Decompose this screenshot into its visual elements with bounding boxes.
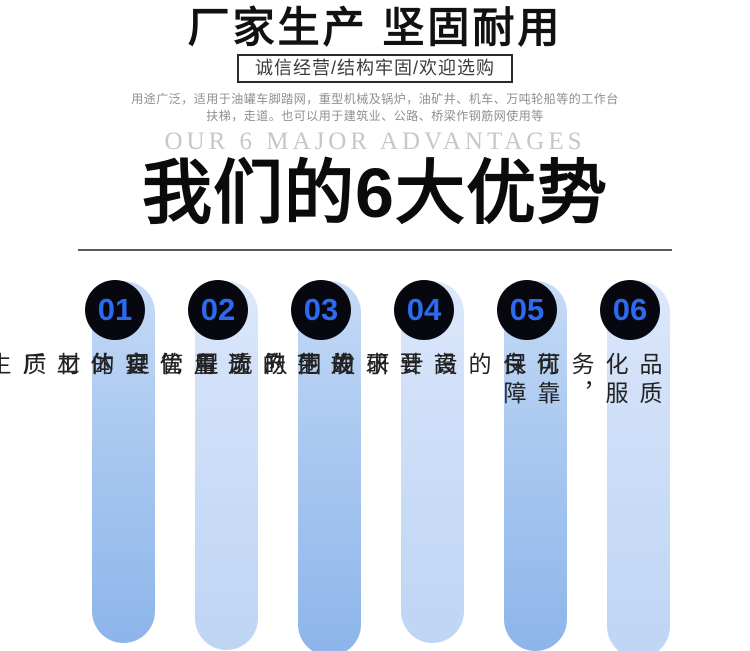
number-badge: 03 xyxy=(291,280,351,340)
description: 用途广泛，适用于油罐车脚踏网，重型机械及锅炉，油矿井、机车、万吨轮船等的工作台 … xyxy=(0,91,750,125)
advantage-pill xyxy=(607,281,670,651)
advantage-pill xyxy=(195,281,258,650)
number-badge: 02 xyxy=(188,280,248,340)
advantage-number: 02 xyxy=(200,292,236,327)
description-line-1: 用途广泛，适用于油罐车脚踏网，重型机械及锅炉，油矿井、机车、万吨轮船等的工作台 xyxy=(131,92,619,106)
advantage-pill xyxy=(504,281,567,651)
advantage-number: 04 xyxy=(406,292,442,327)
number-badge: 04 xyxy=(394,280,454,340)
advantage-pill xyxy=(298,281,361,651)
number-badge: 06 xyxy=(600,280,660,340)
description-line-2: 扶梯，走道。也可以用于建筑业、公路、桥梁作钢筋网使用等 xyxy=(206,109,544,123)
header-section: 厂家生产 坚固耐用 诚信经营/结构牢固/欢迎选购 用途广泛，适用于油罐车脚踏网，… xyxy=(0,0,750,251)
watermark-text: OUR 6 MAJOR ADVANTAGES xyxy=(164,128,586,155)
section-title: 我们的6大优势 xyxy=(142,154,608,232)
advantage-pill xyxy=(401,281,464,643)
divider-line xyxy=(78,249,672,251)
subtitle-box: 诚信经营/结构牢固/欢迎选购 xyxy=(236,54,513,83)
number-badge: 05 xyxy=(497,280,557,340)
advantages-section: 01 实体工厂生产 02 选用优良的材质 03 规范的质量管理 04 高要求的生… xyxy=(0,251,750,651)
advantage-number: 03 xyxy=(303,292,339,327)
number-badge: 01 xyxy=(85,280,145,340)
advantage-number: 05 xyxy=(509,292,545,327)
advantage-number: 06 xyxy=(612,292,648,327)
advantage-pill xyxy=(92,281,155,643)
advantage-text: 优良的设计研发团队 xyxy=(261,352,559,381)
advantage-number: 01 xyxy=(97,292,133,327)
advantage-text: 品质化服务，可靠保障 xyxy=(500,352,662,410)
main-title: 厂家生产 坚固耐用 xyxy=(187,4,563,51)
